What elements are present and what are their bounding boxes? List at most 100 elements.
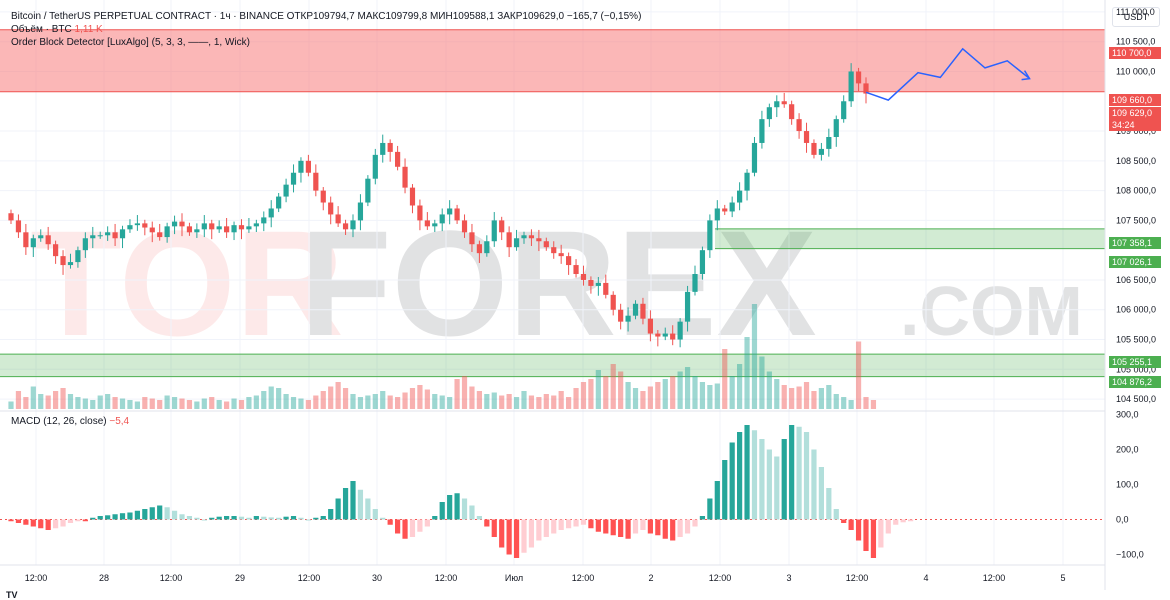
symbol-title[interactable]: Bitcoin / TetherUS PERPETUAL CONTRACT · … <box>11 11 284 22</box>
candle-body <box>781 101 787 105</box>
macd-bar <box>305 519 311 521</box>
macd-bar <box>224 516 230 520</box>
candle-body <box>580 274 587 280</box>
macd-bar <box>461 498 468 520</box>
macd-bar <box>186 516 193 520</box>
volume-bar <box>97 395 103 409</box>
volume-bar <box>848 400 854 409</box>
volume-bar <box>566 397 572 409</box>
macd-bar <box>893 519 899 525</box>
candle-body <box>521 235 527 239</box>
macd-bar <box>848 519 854 530</box>
candle-body <box>677 321 683 340</box>
macd-bar <box>588 519 594 529</box>
candle-body <box>491 220 497 242</box>
macd-histogram <box>0 425 1105 558</box>
time-tick-label: 12:00 <box>298 573 321 583</box>
candle-body <box>670 333 676 340</box>
macd-bar <box>580 519 587 525</box>
symbol-legend[interactable]: Bitcoin / TetherUS PERPETUAL CONTRACT · … <box>11 11 641 23</box>
currency-button[interactable]: USDT <box>1112 7 1160 27</box>
macd-bar <box>803 432 810 520</box>
macd-bar <box>342 488 349 520</box>
time-axis[interactable]: 12:00 28 12:00 29 12:00 30 12:00 Июл 12:00 2 12:00… <box>25 573 1066 583</box>
candle-body <box>320 190 326 203</box>
volume-bar <box>164 395 170 409</box>
macd-bar <box>313 517 319 520</box>
price-tick-label: 105 000,0 <box>1116 364 1156 374</box>
macd-bar <box>789 425 795 520</box>
candle-body <box>528 235 535 239</box>
tradingview-logo[interactable]: TV <box>6 590 18 600</box>
candle-body <box>305 160 311 173</box>
macd-bar <box>134 510 140 520</box>
macd-bar <box>551 519 557 534</box>
macd-bar <box>528 519 535 548</box>
price-axis[interactable]: 111 000,0 110 500,0 110 000,0 109 000,0 108 … <box>1116 7 1156 404</box>
candle-body <box>231 225 237 233</box>
candle-body <box>692 274 698 292</box>
volume-bar <box>380 391 386 409</box>
candlestick-series[interactable] <box>8 63 869 348</box>
volume-bar <box>841 397 847 409</box>
volume-bar <box>290 397 297 409</box>
candle-body <box>595 282 601 286</box>
candle-body <box>402 166 408 188</box>
macd-bar <box>209 517 215 520</box>
volume-label: Объём · BTC <box>11 24 72 35</box>
indicator-legend[interactable]: Order Block Detector [LuxAlgo] (5, 3, 3,… <box>11 37 250 49</box>
macd-tick-label: 200,0 <box>1116 445 1139 455</box>
macd-bar <box>216 516 222 520</box>
macd-bar <box>647 519 653 534</box>
candle-body <box>194 229 200 233</box>
candle-body <box>60 256 66 266</box>
candle-body <box>119 229 126 239</box>
volume-bar <box>224 401 230 409</box>
macd-bar <box>387 519 393 525</box>
candle-body <box>543 241 549 248</box>
candle-body <box>105 232 111 236</box>
macd-bar <box>774 456 780 520</box>
candle-body <box>283 184 289 197</box>
macd-bar <box>781 439 787 520</box>
price-tag-bull2-bottom: 104 876,2 <box>1109 376 1161 388</box>
volume-bar <box>774 379 780 409</box>
volume-bar <box>729 376 735 409</box>
macd-bar <box>841 519 847 523</box>
volume-bar <box>692 376 698 409</box>
macd-bar <box>179 514 185 520</box>
price-tick-label: 109 000,0 <box>1116 126 1156 136</box>
candle-body <box>90 235 96 239</box>
volume-bar <box>833 394 839 409</box>
macd-bar <box>53 519 59 529</box>
volume-bar <box>662 379 668 409</box>
macd-legend[interactable]: MACD (12, 26, close) −5,4 <box>11 416 129 428</box>
candle-body <box>372 154 378 179</box>
volume-bar <box>149 398 155 409</box>
volume-bar <box>342 388 349 409</box>
volume-legend[interactable]: Объём · BTC 1,11 K <box>11 24 103 36</box>
volume-bar <box>432 394 438 409</box>
macd-bar <box>484 519 490 527</box>
candle-body <box>789 104 795 120</box>
macd-bar <box>610 519 616 536</box>
candle-body <box>766 107 772 120</box>
volume-bar <box>647 386 653 409</box>
time-tick-label: Июл <box>505 573 523 583</box>
candle-body <box>253 223 259 227</box>
time-tick-label: 28 <box>99 573 109 583</box>
macd-bar <box>655 519 661 536</box>
volume-bar <box>209 397 215 409</box>
time-tick-label: 2 <box>648 573 653 583</box>
candle-body <box>261 217 267 224</box>
torforex-watermark: TOR FOREX .COM <box>30 199 1083 367</box>
candle-body <box>573 265 579 274</box>
candle-body <box>647 318 653 334</box>
candle-body <box>365 178 371 203</box>
volume-bar <box>8 401 14 409</box>
macd-axis[interactable]: 300,0 200,0 100,0 0,0 −100,0 <box>1116 410 1144 560</box>
macd-bar <box>833 509 839 520</box>
candle-body <box>387 142 393 152</box>
candle-body <box>38 235 44 239</box>
